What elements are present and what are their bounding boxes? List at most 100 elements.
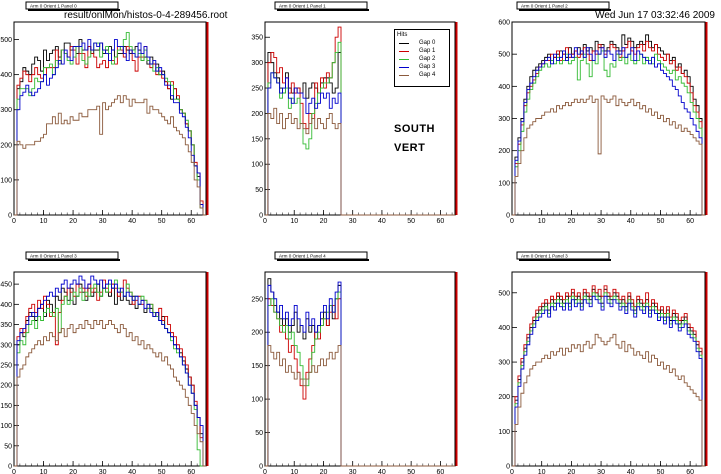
series-line (512, 292, 705, 467)
x-tick-label: 20 (69, 218, 77, 225)
series-line (512, 50, 705, 216)
x-tick-label: 10 (40, 218, 48, 225)
x-tick-label: 30 (99, 469, 107, 474)
x-tick-label: 50 (158, 218, 166, 225)
plot-frame (13, 271, 207, 467)
legend-swatch (399, 42, 409, 44)
panel: Arm 0 Orient 1 Panel 20 10 20 30 40 50 6001002… (498, 1, 708, 225)
y-tick-label: 350 (0, 322, 12, 329)
y-tick-label: 0 (259, 464, 263, 471)
y-tick-label: 100 (251, 162, 263, 169)
x-tick-label: 20 (69, 469, 77, 474)
y-tick-label: 100 (498, 180, 510, 187)
series-line (14, 95, 206, 216)
legend-label: Gap 0 (419, 40, 436, 46)
series-line (14, 275, 206, 467)
y-tick-label: 300 (498, 116, 510, 123)
panel-title-shadow (277, 259, 369, 261)
y-tick-label: 0 (8, 213, 12, 220)
x-tick-label: 60 (686, 218, 694, 225)
panel-title: Arm 0 Orient 1 Panel 4 (279, 254, 326, 259)
x-tick-label: 50 (407, 469, 415, 474)
x-tick-label: 60 (436, 469, 444, 474)
y-tick-label: 0 (8, 464, 12, 471)
legend-swatch (399, 58, 409, 60)
y-tick-label: 450 (0, 282, 12, 289)
x-tick-label: 50 (657, 469, 665, 474)
panel: Arm 0 Orient 1 Panel 3 0 10 20 30 40 50 60 0 100 2… (498, 251, 708, 474)
x-tick-label: 40 (128, 469, 136, 474)
legend-entry: Gap 3 (397, 63, 447, 71)
x-tick-label: 0 (263, 218, 267, 225)
series-line (265, 345, 455, 467)
series-line (512, 95, 705, 216)
series-line (265, 298, 455, 467)
y-tick-label: 100 (0, 423, 12, 430)
x-tick-label: 40 (128, 218, 136, 225)
x-tick-label: 10 (538, 469, 546, 474)
legend-label: Gap 1 (419, 48, 436, 54)
y-tick-label: 50 (255, 187, 263, 194)
x-tick-label: 20 (320, 469, 328, 474)
x-tick-label: 60 (187, 218, 195, 225)
panel-title-shadow (277, 9, 369, 11)
panel-title: Arm 0 Orient 1 Panel 3 (521, 254, 568, 259)
panel-title: Arm 0 Orient 1 Panel 1 (279, 4, 326, 9)
series-line (265, 72, 455, 216)
series-line (512, 288, 705, 467)
x-tick-label: 10 (290, 469, 298, 474)
legend-title: Hits (397, 32, 408, 38)
panel: Arm 0 Orient 1 Panel 3 0 10 20 30 40 50 60 0 50 10… (0, 251, 209, 474)
y-tick-label: 500 (0, 37, 12, 44)
x-tick-label: 50 (407, 218, 415, 225)
x-tick-label: 0 (510, 469, 514, 474)
series-line (512, 47, 705, 216)
y-tick-label: 300 (0, 342, 12, 349)
y-tick-label: 200 (498, 394, 510, 401)
x-tick-label: 20 (320, 218, 328, 225)
plot-frame (264, 271, 456, 467)
x-tick-label: 30 (349, 218, 357, 225)
x-tick-label: 40 (378, 218, 386, 225)
legend-label: Gap 4 (419, 72, 436, 78)
y-tick-label: 100 (0, 177, 12, 184)
panel-title-shadow (519, 9, 611, 11)
panel-title: Arm 0 Orient 1 Panel 2 (521, 4, 568, 9)
series-line (265, 107, 455, 216)
y-tick-label: 600 (498, 20, 510, 27)
date-stamp: Wed Jun 17 03:32:46 2009 (595, 10, 715, 21)
x-tick-label: 40 (627, 469, 635, 474)
plot-frame (13, 21, 207, 216)
series-line (14, 39, 206, 216)
y-tick-label: 250 (251, 86, 263, 93)
y-tick-label: 100 (251, 397, 263, 404)
panel: Arm 0 Orient 1 Panel 4 0 10 20 30 40 50 60 0 50 10… (251, 251, 458, 474)
x-tick-label: 0 (12, 469, 16, 474)
series-line (512, 333, 705, 467)
y-tick-label: 150 (251, 136, 263, 143)
y-tick-label: 400 (0, 72, 12, 79)
series-line (14, 39, 206, 216)
y-tick-label: 0 (506, 213, 510, 220)
series-line (265, 291, 455, 467)
y-tick-label: 200 (251, 111, 263, 118)
y-tick-label: 50 (255, 430, 263, 437)
y-tick-label: 500 (498, 52, 510, 59)
series-line (512, 34, 705, 216)
x-tick-label: 10 (40, 469, 48, 474)
y-tick-label: 150 (251, 363, 263, 370)
legend-entry: Gap 4 (397, 71, 447, 79)
south-label: SOUTH (394, 123, 435, 135)
series-line (14, 32, 206, 216)
series-line (512, 295, 705, 467)
legend-swatch (399, 74, 409, 76)
x-tick-label: 30 (597, 218, 605, 225)
x-tick-label: 30 (99, 218, 107, 225)
x-tick-label: 40 (627, 218, 635, 225)
y-tick-label: 200 (0, 383, 12, 390)
legend-label: Gap 3 (419, 64, 436, 70)
y-tick-label: 250 (0, 362, 12, 369)
y-tick-label: 200 (498, 148, 510, 155)
x-tick-label: 30 (597, 469, 605, 474)
